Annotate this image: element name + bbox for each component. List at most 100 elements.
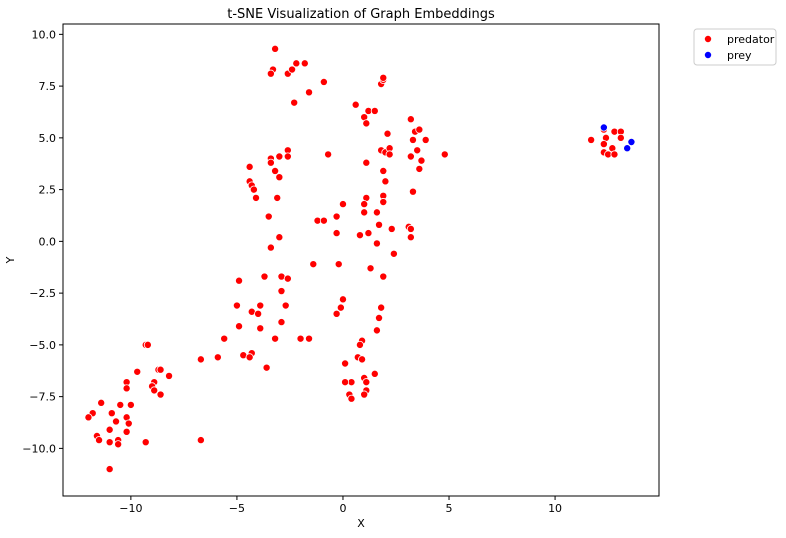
data-point-predator bbox=[271, 44, 280, 53]
chart-title: t-SNE Visualization of Graph Embeddings bbox=[227, 7, 495, 22]
data-point-predator bbox=[332, 212, 341, 221]
legend-marker-predator bbox=[704, 35, 713, 44]
data-point-predator bbox=[266, 69, 275, 78]
x-axis-label: X bbox=[357, 517, 365, 530]
x-tick-label: −5 bbox=[229, 502, 245, 515]
data-point-predator bbox=[264, 212, 273, 221]
y-tick-label: 0.0 bbox=[39, 235, 57, 248]
data-point-predator bbox=[385, 150, 394, 159]
legend-label-predator: predator bbox=[727, 33, 775, 46]
data-point-predator bbox=[196, 355, 205, 364]
data-point-predator bbox=[122, 427, 131, 436]
data-point-predator bbox=[271, 334, 280, 343]
data-point-predator bbox=[332, 309, 341, 318]
data-point-predator bbox=[84, 413, 93, 422]
data-point-predator bbox=[309, 260, 318, 269]
data-point-predator bbox=[235, 322, 244, 331]
data-point-predator bbox=[370, 106, 379, 115]
data-point-predator bbox=[406, 224, 415, 233]
data-point-predator bbox=[305, 88, 314, 97]
data-point-predator bbox=[358, 355, 367, 364]
plot-area bbox=[63, 24, 659, 496]
y-tick-label: −7.5 bbox=[29, 391, 56, 404]
data-point-predator bbox=[260, 272, 269, 281]
data-point-predator bbox=[351, 100, 360, 109]
data-point-predator bbox=[587, 135, 596, 144]
y-tick-label: 10.0 bbox=[32, 28, 57, 41]
data-point-predator bbox=[165, 371, 174, 380]
data-point-predator bbox=[290, 98, 299, 107]
data-point-predator bbox=[377, 303, 386, 312]
data-point-predator bbox=[616, 133, 625, 142]
data-point-predator bbox=[256, 324, 265, 333]
data-point-predator bbox=[372, 208, 381, 217]
y-tick-label: 2.5 bbox=[39, 184, 57, 197]
data-point-predator bbox=[232, 301, 241, 310]
data-point-predator bbox=[375, 313, 384, 322]
data-point-predator bbox=[296, 334, 305, 343]
data-point-predator bbox=[370, 369, 379, 378]
data-point-predator bbox=[372, 239, 381, 248]
data-point-predator bbox=[319, 216, 328, 225]
x-tick-label: 10 bbox=[548, 502, 562, 515]
legend-marker-prey bbox=[704, 51, 713, 60]
data-point-predator bbox=[389, 249, 398, 258]
legend-label-prey: prey bbox=[727, 49, 752, 62]
data-point-predator bbox=[277, 318, 286, 327]
data-point-predator bbox=[336, 303, 345, 312]
data-point-predator bbox=[283, 152, 292, 161]
data-point-predator bbox=[364, 229, 373, 238]
data-point-predator bbox=[283, 274, 292, 283]
plot-frame bbox=[62, 23, 660, 497]
y-tick-label: −10.0 bbox=[22, 442, 56, 455]
data-point-predator bbox=[112, 417, 121, 426]
data-point-predator bbox=[362, 158, 371, 167]
data-point-predator bbox=[355, 340, 364, 349]
x-tick-label: 0 bbox=[339, 502, 346, 515]
data-point-predator bbox=[372, 326, 381, 335]
data-point-predator bbox=[413, 146, 422, 155]
data-point-predator bbox=[421, 135, 430, 144]
data-point-predator bbox=[383, 129, 392, 138]
data-point-predator bbox=[305, 334, 314, 343]
data-point-predator bbox=[256, 301, 265, 310]
data-point-predator bbox=[362, 378, 371, 387]
points-layer bbox=[84, 44, 636, 474]
data-point-predator bbox=[408, 135, 417, 144]
data-point-predator bbox=[213, 353, 222, 362]
data-point-predator bbox=[381, 177, 390, 186]
data-point-predator bbox=[375, 220, 384, 229]
data-point-predator bbox=[319, 77, 328, 86]
x-tick-label: −10 bbox=[119, 502, 142, 515]
data-point-predator bbox=[273, 193, 282, 202]
data-point-predator bbox=[275, 233, 284, 242]
legend-box bbox=[693, 28, 777, 66]
data-point-predator bbox=[406, 115, 415, 124]
y-tick-label: 7.5 bbox=[39, 80, 57, 93]
y-axis-ticks: −10.0 −7.5 −5.0 −2.5 0.0 2.5 5.0 7.5 10.0 bbox=[22, 28, 63, 455]
data-point-predator bbox=[341, 359, 350, 368]
data-point-predator bbox=[114, 440, 123, 449]
x-axis-ticks: −10 −5 0 5 10 bbox=[119, 496, 562, 515]
data-point-predator bbox=[406, 233, 415, 242]
data-point-predator bbox=[252, 193, 261, 202]
data-point-predator bbox=[266, 243, 275, 252]
data-point-predator bbox=[156, 365, 165, 374]
data-point-predator bbox=[275, 173, 284, 182]
data-point-predator bbox=[360, 390, 369, 399]
data-point-predator bbox=[379, 198, 388, 207]
data-point-predator bbox=[379, 166, 388, 175]
data-point-predator bbox=[347, 394, 356, 403]
data-point-predator bbox=[235, 276, 244, 285]
y-axis-label: Y bbox=[4, 256, 17, 264]
data-point-predator bbox=[262, 363, 271, 372]
data-point-predator bbox=[266, 158, 275, 167]
y-tick-label: 5.0 bbox=[39, 132, 57, 145]
data-point-predator bbox=[220, 334, 229, 343]
data-point-predator bbox=[440, 150, 449, 159]
data-point-predator bbox=[156, 390, 165, 399]
data-point-prey bbox=[627, 137, 636, 146]
data-point-predator bbox=[379, 272, 388, 281]
data-point-predator bbox=[150, 386, 159, 395]
